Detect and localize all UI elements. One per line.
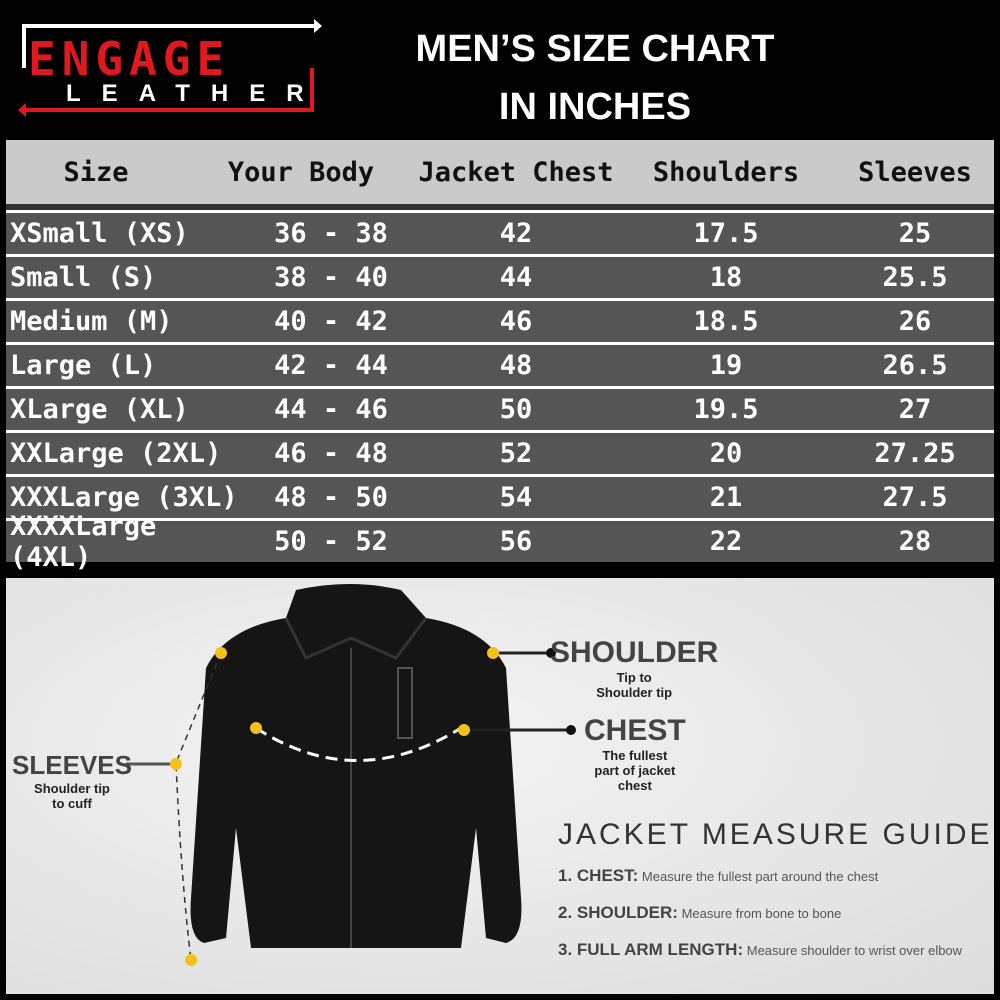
measure-section: SHOULDER Tip to Shoulder tip CHEST The f… (6, 578, 994, 994)
chest-desc-2: part of jacket (594, 763, 676, 778)
table-header: Size Your Body Jacket Chest Shoulders Sl… (6, 140, 994, 210)
table-cell: 25.5 (882, 262, 948, 293)
table-cell: 38 - 40 (274, 262, 388, 293)
table-cell: Small (S) (10, 262, 157, 293)
table-cell: 46 - 48 (274, 438, 388, 469)
table-cell: 42 (499, 218, 533, 249)
guide-item: 1. CHEST: Measure the fullest part aroun… (558, 866, 993, 886)
sleeves-title: SLEEVES (12, 750, 132, 780)
shoulder-desc-2: Shoulder tip (596, 685, 673, 700)
table-cell: 19.5 (693, 394, 759, 425)
table-cell: 52 (499, 438, 533, 469)
table-cell: 42 - 44 (274, 350, 388, 381)
table-row: Small (S) 38 - 40 44 18 25.5 (6, 254, 994, 298)
sleeves-desc-2: to cuff (52, 796, 92, 811)
table-row: XXLarge (2XL) 46 - 48 52 20 27.25 (6, 430, 994, 474)
guide-item-label: 2. SHOULDER: (558, 903, 678, 922)
engage-leather-logo: ENGAGE LEATHER (18, 18, 323, 118)
guide-item: 3. FULL ARM LENGTH: Measure shoulder to … (558, 940, 993, 960)
table-cell: 56 (499, 526, 533, 557)
table-cell: XXXXLarge (4XL) (10, 510, 157, 573)
shoulder-title: SHOULDER (550, 636, 719, 669)
logo-arrows-icon (18, 19, 322, 117)
jacket-illustration (126, 584, 576, 966)
sleeves-desc-1: Shoulder tip (34, 781, 110, 796)
table-row: Large (L) 42 - 44 48 19 26.5 (6, 342, 994, 386)
table-cell: 17.5 (693, 218, 759, 249)
table-cell: 36 - 38 (274, 218, 388, 249)
table-cell: 19 (709, 350, 743, 381)
table-cell: 20 (709, 438, 743, 469)
header-size: Size (63, 156, 129, 188)
table-cell: 50 - 52 (274, 526, 388, 557)
guide-item-text: Measure from bone to bone (681, 906, 842, 921)
table-row: Medium (M) 40 - 42 46 18.5 26 (6, 298, 994, 342)
table-cell: XXXLarge (3XL) (10, 482, 238, 513)
table-cell: 54 (499, 482, 533, 513)
chest-desc-1: The fullest (602, 748, 668, 763)
header-jacket-chest: Jacket Chest (418, 156, 614, 188)
table-cell: Medium (M) (10, 306, 173, 337)
table-cell: 25 (898, 218, 932, 249)
measure-guide: JACKET MEASURE GUIDE 1. CHEST: Measure t… (558, 818, 993, 977)
shoulder-label: SHOULDER Tip to Shoulder tip (550, 636, 718, 700)
guide-item-label: 1. CHEST: (558, 866, 639, 885)
table-cell: XLarge (XL) (10, 394, 189, 425)
table-cell: XSmall (XS) (10, 218, 189, 249)
table-row: XXXXLarge (4XL) 50 - 52 56 22 28 (6, 511, 994, 573)
table-cell: 21 (709, 482, 743, 513)
table-cell: 18 (709, 262, 743, 293)
header-sleeves: Sleeves (858, 156, 972, 188)
table-cell: 44 (499, 262, 533, 293)
guide-item-text: Measure shoulder to wrist over elbow (746, 943, 963, 958)
table-cell: 46 (499, 306, 533, 337)
size-table: Size Your Body Jacket Chest Shoulders Sl… (6, 140, 994, 573)
shoulder-desc-1: Tip to (616, 670, 652, 685)
table-row: XLarge (XL) 44 - 46 50 19.5 27 (6, 386, 994, 430)
table-cell: 27.5 (882, 482, 948, 513)
sleeves-label: SLEEVES Shoulder tip to cuff (12, 750, 132, 811)
chest-title: CHEST (584, 714, 686, 747)
table-cell: 44 - 46 (274, 394, 388, 425)
page-title: MEN’S SIZE CHART IN INCHES (380, 20, 810, 136)
table-cell: 26 (898, 306, 932, 337)
title-line-1: MEN’S SIZE CHART (415, 28, 775, 70)
table-cell: 48 (499, 350, 533, 381)
table-cell: 27 (898, 394, 932, 425)
table-row: XSmall (XS) 36 - 38 42 17.5 25 (6, 210, 994, 254)
table-cell: 40 - 42 (274, 306, 388, 337)
guide-item-text: Measure the fullest part around the ches… (641, 869, 879, 884)
chest-label: CHEST The fullest part of jacket chest (584, 714, 686, 793)
table-cell: 26.5 (882, 350, 948, 381)
header-shoulders: Shoulders (652, 156, 800, 188)
table-cell: XXLarge (2XL) (10, 438, 222, 469)
table-cell: 50 (499, 394, 533, 425)
logo-leather-text: LEATHER (66, 80, 325, 107)
table-cell: Large (L) (10, 350, 157, 381)
table-row: XXXLarge (3XL) 48 - 50 54 21 27.5 (6, 474, 994, 518)
title-line-2: IN INCHES (498, 86, 692, 128)
guide-item-label: 3. FULL ARM LENGTH: (558, 940, 744, 959)
chest-desc-3: chest (617, 778, 652, 793)
table-cell: 18.5 (693, 306, 759, 337)
table-cell: 48 - 50 (274, 482, 388, 513)
header-your-body: Your Body (227, 156, 375, 188)
logo-engage-text: ENGAGE (28, 32, 231, 86)
guide-item: 2. SHOULDER: Measure from bone to bone (558, 903, 993, 923)
table-cell: 27.25 (874, 438, 956, 469)
table-cell: 28 (898, 526, 932, 557)
guide-title: JACKET MEASURE GUIDE (558, 818, 993, 851)
table-cell: 22 (709, 526, 743, 557)
